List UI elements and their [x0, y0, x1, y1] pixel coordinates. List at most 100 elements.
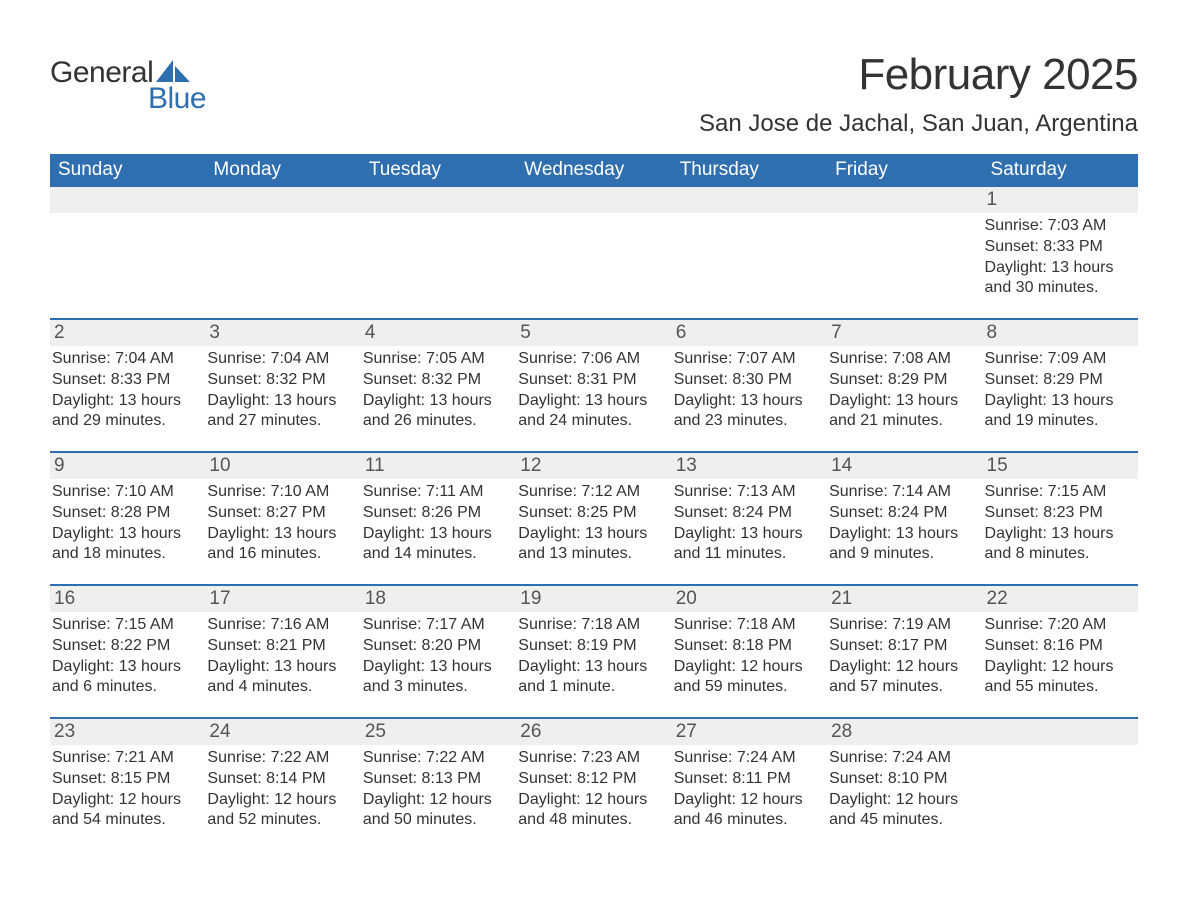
day-number-cell — [983, 719, 1138, 745]
day-detail-cell: Sunrise: 7:03 AMSunset: 8:33 PMDaylight:… — [983, 213, 1138, 319]
day-number-row: 232425262728 — [50, 719, 1138, 745]
day-number-cell: 19 — [516, 586, 671, 612]
day-number-cell: 9 — [50, 453, 205, 479]
day-detail-cell: Sunrise: 7:16 AMSunset: 8:21 PMDaylight:… — [205, 612, 360, 718]
sunset-text: Sunset: 8:24 PM — [829, 503, 976, 524]
sunset-text: Sunset: 8:10 PM — [829, 769, 976, 790]
calendar-table: Sunday Monday Tuesday Wednesday Thursday… — [50, 154, 1138, 841]
day-number-cell: 24 — [205, 719, 360, 745]
day-detail-cell: Sunrise: 7:04 AMSunset: 8:32 PMDaylight:… — [205, 346, 360, 452]
location-subtitle: San Jose de Jachal, San Juan, Argentina — [699, 110, 1138, 138]
day-number-cell — [672, 187, 827, 213]
sunset-text: Sunset: 8:32 PM — [207, 370, 354, 391]
dow-saturday: Saturday — [983, 154, 1138, 187]
day-detail-cell: Sunrise: 7:15 AMSunset: 8:22 PMDaylight:… — [50, 612, 205, 718]
sunrise-text: Sunrise: 7:24 AM — [674, 748, 821, 769]
day-number-cell: 27 — [672, 719, 827, 745]
day-number-row: 1 — [50, 187, 1138, 213]
daylight-text: Daylight: 12 hours and 48 minutes. — [518, 790, 665, 832]
sunset-text: Sunset: 8:32 PM — [363, 370, 510, 391]
day-number-cell: 20 — [672, 586, 827, 612]
sunset-text: Sunset: 8:20 PM — [363, 636, 510, 657]
day-detail-cell — [827, 213, 982, 319]
day-detail-cell: Sunrise: 7:22 AMSunset: 8:14 PMDaylight:… — [205, 745, 360, 841]
day-number-cell: 8 — [983, 320, 1138, 346]
day-detail-cell — [361, 213, 516, 319]
day-detail-cell: Sunrise: 7:18 AMSunset: 8:18 PMDaylight:… — [672, 612, 827, 718]
daylight-text: Daylight: 13 hours and 18 minutes. — [52, 524, 199, 566]
sunrise-text: Sunrise: 7:10 AM — [52, 482, 199, 503]
dow-thursday: Thursday — [672, 154, 827, 187]
day-detail-cell: Sunrise: 7:14 AMSunset: 8:24 PMDaylight:… — [827, 479, 982, 585]
day-number-cell: 6 — [672, 320, 827, 346]
day-detail-cell: Sunrise: 7:19 AMSunset: 8:17 PMDaylight:… — [827, 612, 982, 718]
day-number-cell: 3 — [205, 320, 360, 346]
sunrise-text: Sunrise: 7:19 AM — [829, 615, 976, 636]
day-detail-cell: Sunrise: 7:05 AMSunset: 8:32 PMDaylight:… — [361, 346, 516, 452]
dow-monday: Monday — [205, 154, 360, 187]
sunrise-text: Sunrise: 7:21 AM — [52, 748, 199, 769]
daylight-text: Daylight: 13 hours and 13 minutes. — [518, 524, 665, 566]
day-detail-cell: Sunrise: 7:06 AMSunset: 8:31 PMDaylight:… — [516, 346, 671, 452]
day-detail-cell — [983, 745, 1138, 841]
day-detail-cell — [50, 213, 205, 319]
sunset-text: Sunset: 8:33 PM — [985, 237, 1132, 258]
sunset-text: Sunset: 8:28 PM — [52, 503, 199, 524]
day-detail-cell: Sunrise: 7:08 AMSunset: 8:29 PMDaylight:… — [827, 346, 982, 452]
day-detail-row: Sunrise: 7:21 AMSunset: 8:15 PMDaylight:… — [50, 745, 1138, 841]
day-number-cell: 26 — [516, 719, 671, 745]
day-detail-cell: Sunrise: 7:24 AMSunset: 8:11 PMDaylight:… — [672, 745, 827, 841]
sunset-text: Sunset: 8:14 PM — [207, 769, 354, 790]
daylight-text: Daylight: 13 hours and 19 minutes. — [985, 391, 1132, 433]
day-detail-cell: Sunrise: 7:10 AMSunset: 8:28 PMDaylight:… — [50, 479, 205, 585]
daylight-text: Daylight: 12 hours and 59 minutes. — [674, 657, 821, 699]
day-detail-cell — [516, 213, 671, 319]
sunrise-text: Sunrise: 7:20 AM — [985, 615, 1132, 636]
sunset-text: Sunset: 8:23 PM — [985, 503, 1132, 524]
sunrise-text: Sunrise: 7:16 AM — [207, 615, 354, 636]
daylight-text: Daylight: 13 hours and 9 minutes. — [829, 524, 976, 566]
logo-word-general: General — [50, 56, 153, 90]
sunrise-text: Sunrise: 7:22 AM — [363, 748, 510, 769]
sunrise-text: Sunrise: 7:13 AM — [674, 482, 821, 503]
daylight-text: Daylight: 12 hours and 55 minutes. — [985, 657, 1132, 699]
logo-word-blue: Blue — [148, 82, 206, 116]
sunset-text: Sunset: 8:30 PM — [674, 370, 821, 391]
page-title: February 2025 — [699, 50, 1138, 100]
sunrise-text: Sunrise: 7:05 AM — [363, 349, 510, 370]
day-number-cell: 16 — [50, 586, 205, 612]
sunrise-text: Sunrise: 7:10 AM — [207, 482, 354, 503]
day-detail-cell: Sunrise: 7:09 AMSunset: 8:29 PMDaylight:… — [983, 346, 1138, 452]
day-of-week-row: Sunday Monday Tuesday Wednesday Thursday… — [50, 154, 1138, 187]
day-number-cell — [361, 187, 516, 213]
sunrise-text: Sunrise: 7:06 AM — [518, 349, 665, 370]
sunrise-text: Sunrise: 7:24 AM — [829, 748, 976, 769]
sunset-text: Sunset: 8:26 PM — [363, 503, 510, 524]
dow-friday: Friday — [827, 154, 982, 187]
sunset-text: Sunset: 8:16 PM — [985, 636, 1132, 657]
day-number-cell: 13 — [672, 453, 827, 479]
daylight-text: Daylight: 13 hours and 30 minutes. — [985, 258, 1132, 300]
day-number-cell: 4 — [361, 320, 516, 346]
day-number-cell: 11 — [361, 453, 516, 479]
day-number-cell: 10 — [205, 453, 360, 479]
day-number-cell: 17 — [205, 586, 360, 612]
sunrise-text: Sunrise: 7:04 AM — [207, 349, 354, 370]
daylight-text: Daylight: 13 hours and 4 minutes. — [207, 657, 354, 699]
sunset-text: Sunset: 8:25 PM — [518, 503, 665, 524]
sunrise-text: Sunrise: 7:23 AM — [518, 748, 665, 769]
sunrise-text: Sunrise: 7:07 AM — [674, 349, 821, 370]
day-detail-cell: Sunrise: 7:24 AMSunset: 8:10 PMDaylight:… — [827, 745, 982, 841]
sunset-text: Sunset: 8:21 PM — [207, 636, 354, 657]
day-number-cell: 18 — [361, 586, 516, 612]
title-block: February 2025 San Jose de Jachal, San Ju… — [699, 50, 1138, 150]
day-detail-cell: Sunrise: 7:10 AMSunset: 8:27 PMDaylight:… — [205, 479, 360, 585]
daylight-text: Daylight: 13 hours and 6 minutes. — [52, 657, 199, 699]
day-detail-cell: Sunrise: 7:17 AMSunset: 8:20 PMDaylight:… — [361, 612, 516, 718]
sunset-text: Sunset: 8:17 PM — [829, 636, 976, 657]
day-detail-cell — [672, 213, 827, 319]
day-number-cell: 23 — [50, 719, 205, 745]
day-detail-cell: Sunrise: 7:23 AMSunset: 8:12 PMDaylight:… — [516, 745, 671, 841]
daylight-text: Daylight: 13 hours and 21 minutes. — [829, 391, 976, 433]
day-number-cell — [205, 187, 360, 213]
